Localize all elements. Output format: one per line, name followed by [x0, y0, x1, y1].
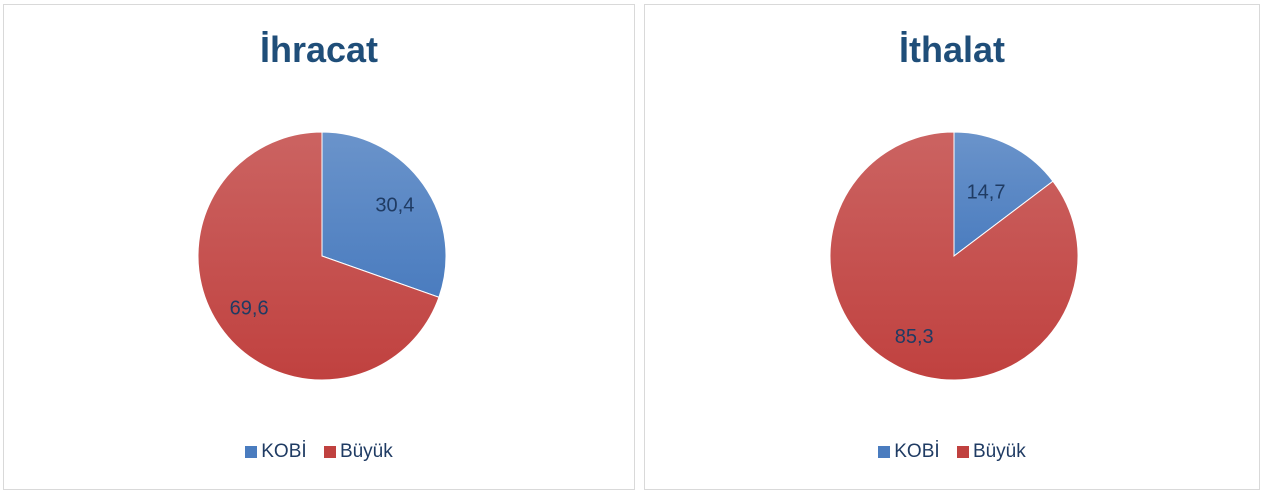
chart-title: İthalat — [898, 29, 1005, 70]
pie-slice-kobi — [953, 131, 1054, 258]
pie-chart-ithalat: 14,7 85,3 — [829, 131, 1079, 381]
pie-slice-buyuk — [829, 131, 1079, 381]
pie-slice-kobi — [321, 131, 447, 298]
data-label-buyuk: 85,3 — [895, 326, 934, 348]
pie-chart-ihracat: 30,4 69,6 — [197, 131, 447, 381]
legend-swatch-kobi — [878, 446, 891, 458]
pie-slice-buyuk — [197, 131, 440, 381]
legend-item-buyuk: Büyük — [956, 441, 1026, 463]
legend-label-kobi: KOBİ — [894, 441, 940, 462]
legend-item-kobi: KOBİ — [878, 441, 940, 463]
data-label-kobi: 14,7 — [967, 182, 1006, 204]
legend-item-kobi: KOBİ — [245, 441, 307, 463]
chart-legend: KOBİ Büyük — [4, 441, 634, 463]
legend-label-kobi: KOBİ — [261, 441, 307, 462]
data-label-kobi: 30,4 — [375, 194, 414, 216]
legend-swatch-buyuk — [956, 446, 969, 458]
legend-label-buyuk: Büyük — [339, 441, 393, 462]
legend-item-buyuk: Büyük — [323, 441, 393, 463]
legend-label-buyuk: Büyük — [972, 441, 1026, 462]
legend-swatch-buyuk — [323, 446, 336, 458]
chart-title: İhracat — [259, 29, 379, 70]
legend-swatch-kobi — [245, 446, 258, 458]
chart-legend: KOBİ Büyük — [645, 441, 1259, 463]
chart-panel-ihracat: İhracat 30,4 69,6 KOBİ Büyük — [3, 4, 635, 490]
chart-panel-ithalat: İthalat 14,7 85,3 KOBİ Büyük — [644, 4, 1260, 490]
data-label-buyuk: 69,6 — [230, 298, 269, 320]
